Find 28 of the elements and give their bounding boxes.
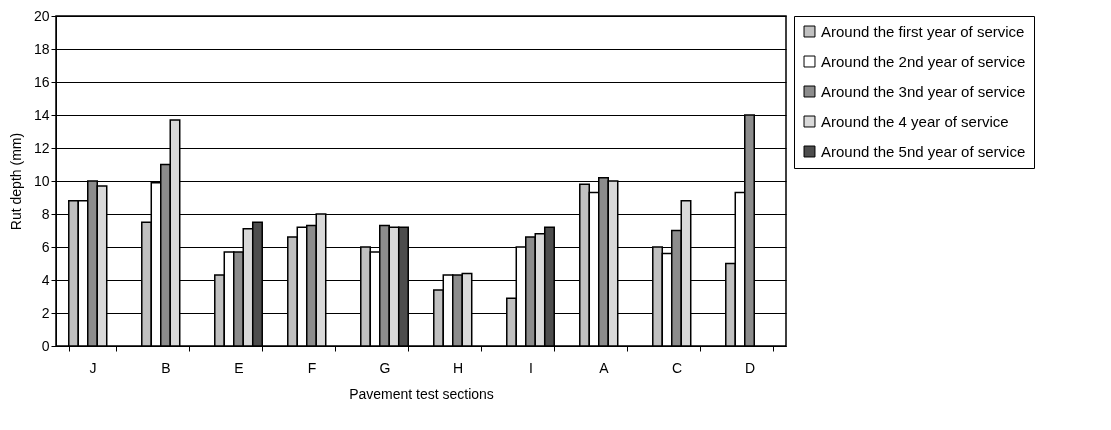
x-tick-label: F [307,359,317,376]
x-tick-label: C [671,359,683,376]
x-tick-label: D [744,359,756,376]
x-tick-label: B [161,359,171,376]
legend-label: Around the 4 year of service [821,112,1009,130]
y-tick-label: 18 [33,40,50,57]
x-tick-label: A [599,359,610,376]
x-tick-label: J [89,359,97,376]
y-tick-label: 20 [33,7,50,24]
y-axis-title: Rut depth (mm) [7,132,24,231]
legend-label: Around the 3nd year of service [821,82,1026,100]
y-tick-label: 10 [33,172,50,189]
y-tick-label: 0 [41,337,50,354]
x-tick-label: H [452,359,464,376]
y-tick-label: 6 [41,238,50,255]
y-tick-label: 12 [33,139,50,156]
x-tick-label: I [529,359,533,376]
legend-label: Around the first year of service [821,22,1025,40]
x-axis-title: Pavement test sections [349,385,494,402]
x-tick-label: G [379,359,391,376]
legend-label: Around the 5nd year of service [821,142,1026,160]
y-tick-label: 14 [33,106,50,123]
y-tick-label: 8 [41,205,50,222]
y-tick-label: 4 [41,271,50,288]
legend-label: Around the 2nd year of service [821,52,1026,70]
x-tick-label: E [234,359,244,376]
y-tick-label: 16 [33,73,50,90]
y-tick-label: 2 [41,304,50,321]
